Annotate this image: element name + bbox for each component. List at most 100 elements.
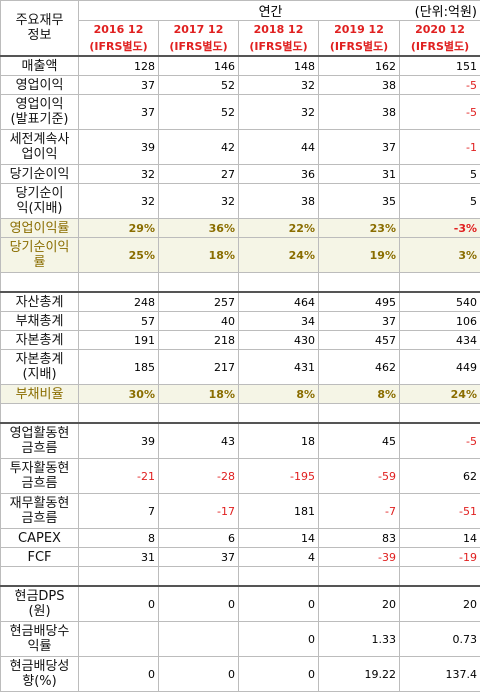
row-revenue: 매출액 128 146 148 162 151 bbox=[1, 56, 480, 76]
cell: 0 bbox=[239, 622, 319, 657]
cell: 4 bbox=[239, 548, 319, 567]
row-label: 영업활동현 금흐름 bbox=[1, 423, 79, 459]
cell: 37 bbox=[319, 130, 400, 165]
cell: 218 bbox=[159, 331, 239, 350]
cell: 57 bbox=[79, 312, 159, 331]
cell: -28 bbox=[159, 459, 239, 494]
cell: 8 bbox=[79, 529, 159, 548]
cell: 37 bbox=[79, 76, 159, 95]
row-net-income-controlling: 당기순이 익(지배) 32 32 38 35 5 bbox=[1, 184, 480, 219]
cell: -7 bbox=[319, 494, 400, 529]
cell: 3% bbox=[400, 238, 480, 273]
cell: -5 bbox=[400, 76, 480, 95]
row-operating-profit-reported: 영업이익 (발표기준) 37 52 32 38 -5 bbox=[1, 95, 480, 130]
cell: 29% bbox=[79, 219, 159, 238]
cell: 449 bbox=[400, 350, 480, 385]
row-financing-cashflow: 재무활동현 금흐름 7 -17 181 -7 -51 bbox=[1, 494, 480, 529]
cell: 0 bbox=[79, 657, 159, 692]
cell: 52 bbox=[159, 95, 239, 130]
cell bbox=[159, 622, 239, 657]
cell: 0 bbox=[159, 586, 239, 622]
header-period: 연간 bbox=[79, 1, 319, 21]
header-unit: (단위:억원) bbox=[319, 1, 480, 21]
cell: 38 bbox=[239, 184, 319, 219]
cell: 37 bbox=[159, 548, 239, 567]
cell: 151 bbox=[400, 56, 480, 76]
cell: 18 bbox=[239, 423, 319, 459]
std-label: (IFRS별도) bbox=[162, 38, 235, 55]
row-total-equity: 자본총계 191 218 430 457 434 bbox=[1, 331, 480, 350]
std-label: (IFRS별도) bbox=[82, 38, 155, 55]
cell: 36% bbox=[159, 219, 239, 238]
cell: -3% bbox=[400, 219, 480, 238]
cell: 1.33 bbox=[319, 622, 400, 657]
cell: -39 bbox=[319, 548, 400, 567]
cell: 23% bbox=[319, 219, 400, 238]
section-spacer bbox=[1, 567, 480, 587]
cell: 38 bbox=[319, 95, 400, 130]
cell: 6 bbox=[159, 529, 239, 548]
cell: 32 bbox=[79, 184, 159, 219]
row-investing-cashflow: 투자활동현 금흐름 -21 -28 -195 -59 62 bbox=[1, 459, 480, 494]
cell: -5 bbox=[400, 95, 480, 130]
cell: 162 bbox=[319, 56, 400, 76]
cell: 19.22 bbox=[319, 657, 400, 692]
year-header: 2016 12(IFRS별도) bbox=[79, 21, 159, 57]
row-label: 투자활동현 금흐름 bbox=[1, 459, 79, 494]
row-dps: 현금DPS (원) 0 0 0 20 20 bbox=[1, 586, 480, 622]
cell: 5 bbox=[400, 165, 480, 184]
cell: -19 bbox=[400, 548, 480, 567]
cell: 0 bbox=[239, 657, 319, 692]
cell: 25% bbox=[79, 238, 159, 273]
row-debt-ratio: 부채비율 30% 18% 8% 8% 24% bbox=[1, 385, 480, 404]
cell: 38 bbox=[319, 76, 400, 95]
cell: 0 bbox=[79, 586, 159, 622]
year-header: 2020 12(IFRS별도) bbox=[400, 21, 480, 57]
cell: 217 bbox=[159, 350, 239, 385]
cell: 257 bbox=[159, 292, 239, 312]
cell: 137.4 bbox=[400, 657, 480, 692]
cell bbox=[79, 622, 159, 657]
cell: 27 bbox=[159, 165, 239, 184]
row-net-margin: 당기순이익 률 25% 18% 24% 19% 3% bbox=[1, 238, 480, 273]
cell: 43 bbox=[159, 423, 239, 459]
row-label: 현금배당수 익률 bbox=[1, 622, 79, 657]
cell: 248 bbox=[79, 292, 159, 312]
cell: 14 bbox=[400, 529, 480, 548]
cell: 45 bbox=[319, 423, 400, 459]
header-title: 주요재무 정보 bbox=[1, 1, 79, 57]
row-label: 영업이익 bbox=[1, 76, 79, 95]
row-total-liabilities: 부채총계 57 40 34 37 106 bbox=[1, 312, 480, 331]
cell: 430 bbox=[239, 331, 319, 350]
row-payout-ratio: 현금배당성 향(%) 0 0 0 19.22 137.4 bbox=[1, 657, 480, 692]
cell: 146 bbox=[159, 56, 239, 76]
row-label: 부채비율 bbox=[1, 385, 79, 404]
cell: 462 bbox=[319, 350, 400, 385]
year-header: 2018 12(IFRS별도) bbox=[239, 21, 319, 57]
cell: 191 bbox=[79, 331, 159, 350]
row-operating-profit: 영업이익 37 52 32 38 -5 bbox=[1, 76, 480, 95]
cell: 0.73 bbox=[400, 622, 480, 657]
year-header: 2019 12(IFRS별도) bbox=[319, 21, 400, 57]
row-label: 당기순이익 bbox=[1, 165, 79, 184]
cell: 540 bbox=[400, 292, 480, 312]
year-label: 2016 12 bbox=[82, 21, 155, 38]
cell: 495 bbox=[319, 292, 400, 312]
cell: 22% bbox=[239, 219, 319, 238]
cell: -1 bbox=[400, 130, 480, 165]
cell: 457 bbox=[319, 331, 400, 350]
cell: -59 bbox=[319, 459, 400, 494]
row-total-equity-controlling: 자본총계 (지배) 185 217 431 462 449 bbox=[1, 350, 480, 385]
cell: 0 bbox=[159, 657, 239, 692]
cell: 32 bbox=[159, 184, 239, 219]
year-label: 2018 12 bbox=[242, 21, 315, 38]
std-label: (IFRS별도) bbox=[242, 38, 315, 55]
cell: 434 bbox=[400, 331, 480, 350]
row-label: 당기순이익 률 bbox=[1, 238, 79, 273]
year-header: 2017 12(IFRS별도) bbox=[159, 21, 239, 57]
cell: 14 bbox=[239, 529, 319, 548]
section-spacer bbox=[1, 404, 480, 424]
row-label: 매출액 bbox=[1, 56, 79, 76]
cell: 24% bbox=[400, 385, 480, 404]
